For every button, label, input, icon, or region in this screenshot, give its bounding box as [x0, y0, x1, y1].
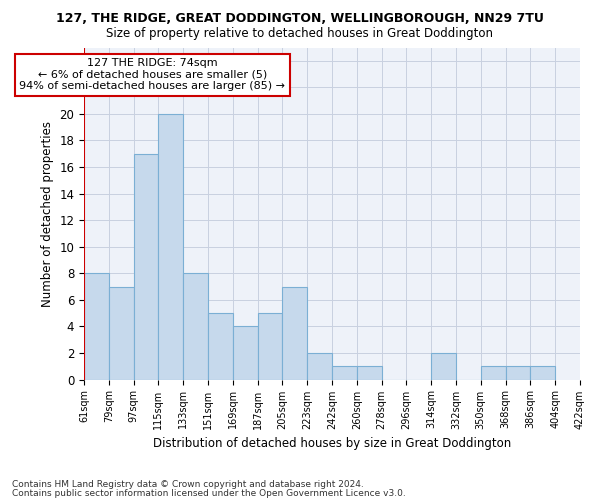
Text: Size of property relative to detached houses in Great Doddington: Size of property relative to detached ho… [107, 28, 493, 40]
Bar [283, 286, 307, 380]
Bar [183, 274, 208, 380]
Bar [357, 366, 382, 380]
Y-axis label: Number of detached properties: Number of detached properties [41, 120, 54, 306]
Text: Contains public sector information licensed under the Open Government Licence v3: Contains public sector information licen… [12, 488, 406, 498]
Text: 127, THE RIDGE, GREAT DODDINGTON, WELLINGBOROUGH, NN29 7TU: 127, THE RIDGE, GREAT DODDINGTON, WELLIN… [56, 12, 544, 26]
Bar [84, 274, 109, 380]
Bar [530, 366, 555, 380]
X-axis label: Distribution of detached houses by size in Great Doddington: Distribution of detached houses by size … [153, 437, 511, 450]
Bar [307, 353, 332, 380]
Bar [208, 313, 233, 380]
Bar [109, 286, 134, 380]
Bar [481, 366, 506, 380]
Bar [158, 114, 183, 380]
Bar [134, 154, 158, 380]
Bar [257, 313, 283, 380]
Bar [506, 366, 530, 380]
Bar [233, 326, 257, 380]
Text: 127 THE RIDGE: 74sqm
← 6% of detached houses are smaller (5)
94% of semi-detache: 127 THE RIDGE: 74sqm ← 6% of detached ho… [19, 58, 285, 92]
Bar [332, 366, 357, 380]
Bar [431, 353, 456, 380]
Text: Contains HM Land Registry data © Crown copyright and database right 2024.: Contains HM Land Registry data © Crown c… [12, 480, 364, 489]
